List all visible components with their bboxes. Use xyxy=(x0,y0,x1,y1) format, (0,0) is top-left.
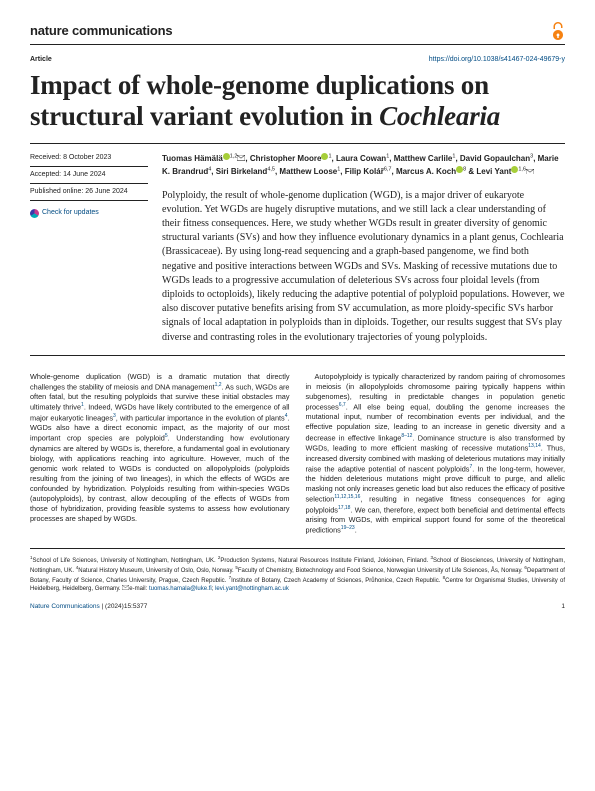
article-title: Impact of whole-genome duplications on s… xyxy=(30,70,565,130)
article-label: Article xyxy=(30,55,52,64)
footer-citation: Nature Communications | (2024)15:5377 xyxy=(30,603,147,612)
check-updates-link[interactable]: Check for updates xyxy=(30,207,148,218)
page-number: 1 xyxy=(561,603,565,612)
journal-name: nature communications xyxy=(30,22,172,40)
header-rule xyxy=(30,44,565,45)
body-text: Whole-genome duplication (WGD) is a dram… xyxy=(30,372,565,536)
check-updates-label: Check for updates xyxy=(42,207,99,218)
author-list: Tuomas Hämälä1,2, Christopher Moore1, La… xyxy=(162,152,565,179)
body-para-1: Whole-genome duplication (WGD) is a dram… xyxy=(30,372,290,525)
affiliations: 1School of Life Sciences, University of … xyxy=(30,548,565,593)
published-date: Published online: 26 June 2024 xyxy=(30,186,148,197)
crossmark-icon xyxy=(30,209,39,218)
accepted-date: Accepted: 14 June 2024 xyxy=(30,169,148,180)
open-access-icon xyxy=(551,22,565,40)
abstract: Polyploidy, the result of whole-genome d… xyxy=(162,189,565,345)
footer-vol: | (2024)15:5377 xyxy=(102,603,148,610)
footer-journal: Nature Communications xyxy=(30,603,100,610)
body-para-2: Autopolyploidy is typically characterize… xyxy=(306,372,566,536)
received-date: Received: 8 October 2023 xyxy=(30,152,148,163)
doi-link[interactable]: https://doi.org/10.1038/s41467-024-49679… xyxy=(429,55,565,64)
